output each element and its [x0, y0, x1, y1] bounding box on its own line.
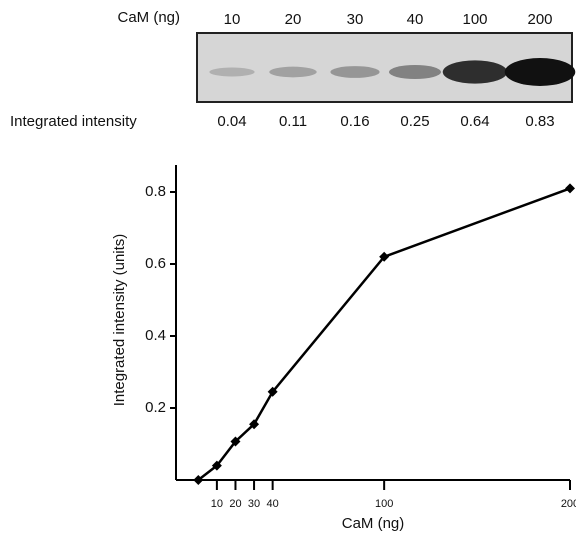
x-tick-label: 20	[229, 498, 241, 510]
lane-label: 40	[407, 11, 424, 28]
lane-label: 20	[285, 11, 302, 28]
intensity-label: Integrated intensity	[10, 113, 137, 130]
lane-label: 10	[224, 11, 241, 28]
lane-axis-label: CaM (ng)	[117, 9, 180, 26]
data-point	[565, 183, 575, 193]
lane-label: 100	[462, 11, 487, 28]
band	[330, 66, 379, 78]
data-line	[198, 188, 570, 480]
y-tick-label: 0.2	[145, 399, 166, 416]
band	[209, 68, 254, 77]
intensity-value: 0.64	[460, 113, 489, 130]
lane-label: 200	[527, 11, 552, 28]
band	[505, 58, 576, 86]
y-axis-title: Integrated intensity (units)	[111, 234, 128, 407]
x-tick-label: 200	[561, 498, 576, 510]
y-tick-label: 0.4	[145, 327, 166, 344]
band	[269, 67, 317, 78]
x-tick-label: 40	[267, 498, 279, 510]
x-axis-title: CaM (ng)	[342, 515, 405, 532]
y-tick-label: 0.8	[145, 183, 166, 200]
intensity-value: 0.11	[279, 113, 307, 130]
x-tick-label: 30	[248, 498, 260, 510]
x-tick-label: 10	[211, 498, 223, 510]
band	[443, 60, 507, 83]
intensity-value: 0.25	[400, 113, 429, 130]
page: {"blot": {"lane_axis_label": "CaM (ng)",…	[0, 0, 576, 537]
intensity-value: 0.83	[525, 113, 554, 130]
figure: CaM (ng) Integrated intensity Integrated…	[0, 0, 576, 537]
band	[389, 65, 441, 79]
intensity-value: 0.04	[217, 113, 246, 130]
lane-label: 30	[347, 11, 364, 28]
y-tick-label: 0.6	[145, 255, 166, 272]
x-tick-label: 100	[375, 498, 393, 510]
intensity-value: 0.16	[340, 113, 369, 130]
